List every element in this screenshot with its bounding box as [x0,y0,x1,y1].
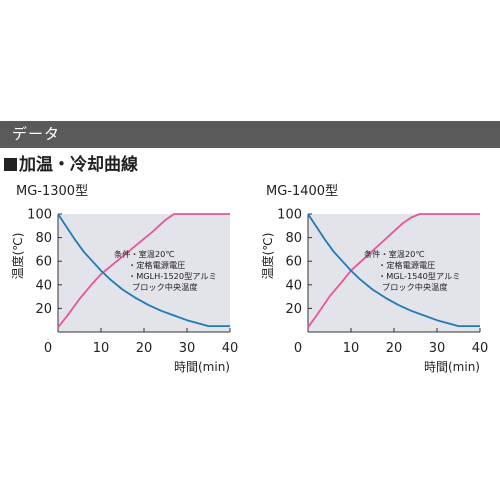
x-tick-label: 0 [44,341,52,356]
annotation-line: ・定格電源電圧 [378,260,435,270]
annotation-line: ・MGL-1540型アルミ [378,271,460,281]
x-tick-label: 0 [294,341,302,356]
y-tick-label: 40 [35,278,52,293]
annotation-line: ・MGLH-1520型アルミ [128,271,217,281]
y-tick-label: 60 [35,255,52,270]
y-tick-label: 80 [285,231,302,246]
x-axis-label: 時間(min) [424,360,480,374]
x-tick-label: 40 [222,341,239,356]
x-tick-label: 10 [93,341,110,356]
chart-title: MG-1300型 [16,184,88,199]
x-axis-label: 時間(min) [174,360,230,374]
y-axis-label: 温度(℃) [10,233,25,280]
y-tick-label: 20 [35,302,52,317]
y-axis-label: 温度(℃) [260,233,275,280]
data-header-bar: データ [0,121,500,148]
annotation-line: 条件・室温20℃ [114,249,175,259]
y-tick-label: 20 [285,302,302,317]
x-tick-label: 30 [429,341,446,356]
x-tick-label: 20 [386,341,403,356]
annotation-line: ブロック中央温度 [382,282,448,292]
chart-mg1400: MG-1400型温度(℃) 20 40 60 80 100 0 10 20 30 40 時間(min)… [250,170,500,380]
x-tick-label: 20 [136,341,153,356]
x-tick-label: 40 [472,341,489,356]
chart-title: MG-1400型 [266,184,338,199]
y-tick-label: 100 [27,208,52,223]
data-header-title: データ [12,125,60,143]
x-tick-label: 30 [179,341,196,356]
x-tick-label: 10 [343,341,360,356]
chart-mg1300: MG-1300型温度(℃) 20 40 60 80 100 0 10 20 30 40 時間(min)… [0,170,250,380]
y-tick-label: 40 [285,278,302,293]
y-tick-label: 100 [277,208,302,223]
y-tick-label: 80 [35,231,52,246]
annotation-line: 条件・室温20℃ [364,249,425,259]
y-tick-label: 60 [285,255,302,270]
annotation-line: ・定格電源電圧 [128,260,185,270]
annotation-line: ブロック中央温度 [132,282,198,292]
